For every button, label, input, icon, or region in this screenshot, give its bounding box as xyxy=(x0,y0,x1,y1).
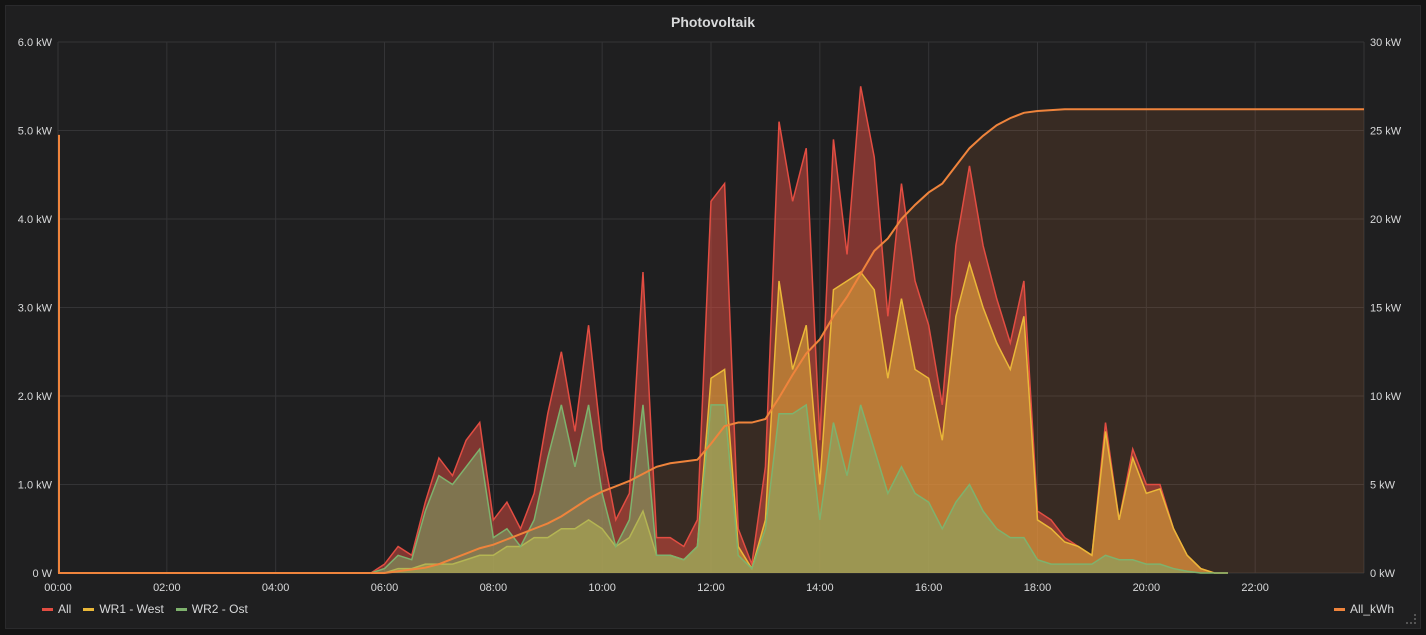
legend-item-wr2-ost[interactable]: WR2 - Ost xyxy=(175,602,248,616)
x-tick-label: 08:00 xyxy=(480,582,508,594)
legend-item-all-kwh[interactable]: All_kWh xyxy=(1333,602,1394,616)
y-left-tick-label: 1.0 kW xyxy=(18,480,53,492)
x-tick-label: 06:00 xyxy=(371,582,399,594)
y-left-tick-label: 4.0 kW xyxy=(18,214,53,226)
legend-left: All WR1 - West WR2 - Ost xyxy=(42,602,248,616)
x-tick-label: 00:00 xyxy=(44,582,72,594)
x-tick-label: 12:00 xyxy=(697,582,725,594)
x-tick-label: 14:00 xyxy=(806,582,834,594)
chart-area: 0 W 0 kW 1.0 kW 5 kW 2.0 kW 10 kW 3.0 kW 15 kW 4… xyxy=(18,37,1402,594)
y-right-tick-label: 20 kW xyxy=(1370,214,1402,226)
y-right-tick-label: 15 kW xyxy=(1370,303,1402,315)
legend-label-all-kwh: All_kWh xyxy=(1349,602,1394,616)
y-left-tick-label: 2.0 kW xyxy=(18,391,53,403)
y-right-tick-label: 30 kW xyxy=(1370,37,1402,49)
x-tick-label: 18:00 xyxy=(1024,582,1052,594)
legend-swatch-wr2-ost xyxy=(175,607,187,611)
legend-label-wr1-west: WR1 - West xyxy=(99,602,164,616)
legend-right: All_kWh xyxy=(1333,602,1394,616)
panel-title[interactable]: Photovoltaik xyxy=(670,14,755,30)
legend-item-wr1-west[interactable]: WR1 - West xyxy=(83,602,164,616)
panel: Photovoltaik 0 W 0 kW 1.0 kW 5 kW 2.0 kW 10 k… xyxy=(5,5,1421,629)
y-left-tick-label: 5.0 kW xyxy=(18,126,53,138)
y-right-tick-label: 25 kW xyxy=(1370,126,1402,138)
series-area-all-kwh xyxy=(58,109,1364,573)
legend-item-all[interactable]: All xyxy=(42,602,71,616)
y-right-tick-label: 0 kW xyxy=(1370,568,1396,580)
legend-label-all: All xyxy=(58,602,72,616)
y-left-tick-label: 0 W xyxy=(32,568,52,580)
y-left-tick-label: 3.0 kW xyxy=(18,303,53,315)
legend-swatch-all-kwh xyxy=(1333,607,1345,611)
x-tick-label: 04:00 xyxy=(262,582,290,594)
x-tick-label: 22:00 xyxy=(1241,582,1269,594)
x-tick-label: 20:00 xyxy=(1133,582,1161,594)
x-tick-label: 10:00 xyxy=(588,582,616,594)
resize-handle-icon[interactable] xyxy=(1406,614,1416,624)
x-tick-label: 16:00 xyxy=(915,582,943,594)
legend-swatch-all xyxy=(42,607,53,611)
x-tick-label: 02:00 xyxy=(153,582,181,594)
series-area-wr2-ost xyxy=(370,404,1228,573)
y-left-tick-label: 6.0 kW xyxy=(18,37,53,49)
legend-label-wr2-ost: WR2 - Ost xyxy=(191,602,248,616)
y-right-tick-label: 5 kW xyxy=(1370,480,1396,492)
legend-swatch-wr1-west xyxy=(83,607,95,611)
series-line-all-kwh xyxy=(370,108,1364,574)
y-right-tick-label: 10 kW xyxy=(1370,391,1402,403)
